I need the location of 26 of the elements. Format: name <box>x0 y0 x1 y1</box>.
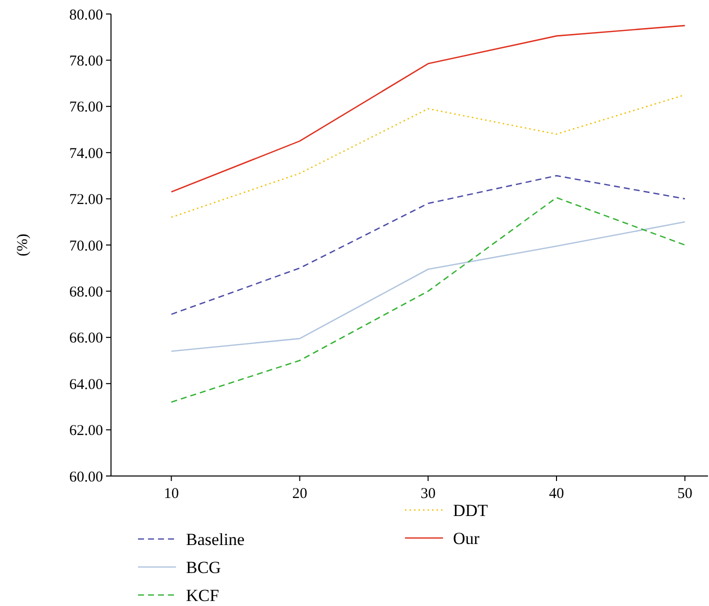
y-tick-label: 70.00 <box>69 238 103 254</box>
y-axis-title: (%) <box>15 234 31 256</box>
x-tick-label: 10 <box>164 486 179 502</box>
y-tick-label: 62.00 <box>69 423 103 440</box>
y-tick-label: 60.00 <box>69 469 103 486</box>
x-tick-label: 40 <box>549 486 564 502</box>
legend-label: KCF <box>186 586 220 605</box>
y-tick-label: 72.00 <box>69 192 103 208</box>
y-tick-label: 68.00 <box>69 284 103 300</box>
y-tick-label: 64.00 <box>69 376 103 393</box>
y-tick-label: 78.00 <box>69 53 103 70</box>
y-tick-label: 76.00 <box>69 100 103 116</box>
line-series <box>170 175 686 315</box>
x-tick-label: 30 <box>420 486 436 502</box>
line-series <box>170 196 686 403</box>
line-series <box>170 221 686 352</box>
y-tick-label: 80.00 <box>69 7 103 24</box>
legend-label: BCG <box>186 558 221 577</box>
x-tick-label: 50 <box>677 486 692 502</box>
x-tick-label: 20 <box>292 486 308 502</box>
legend-label: DDT <box>453 500 489 520</box>
legend-label: Our <box>453 528 480 548</box>
y-tick-label: 66.00 <box>69 330 103 347</box>
line-series <box>170 24 686 193</box>
y-tick-label: 74.00 <box>69 146 103 162</box>
legend-label: Baseline <box>186 530 245 549</box>
